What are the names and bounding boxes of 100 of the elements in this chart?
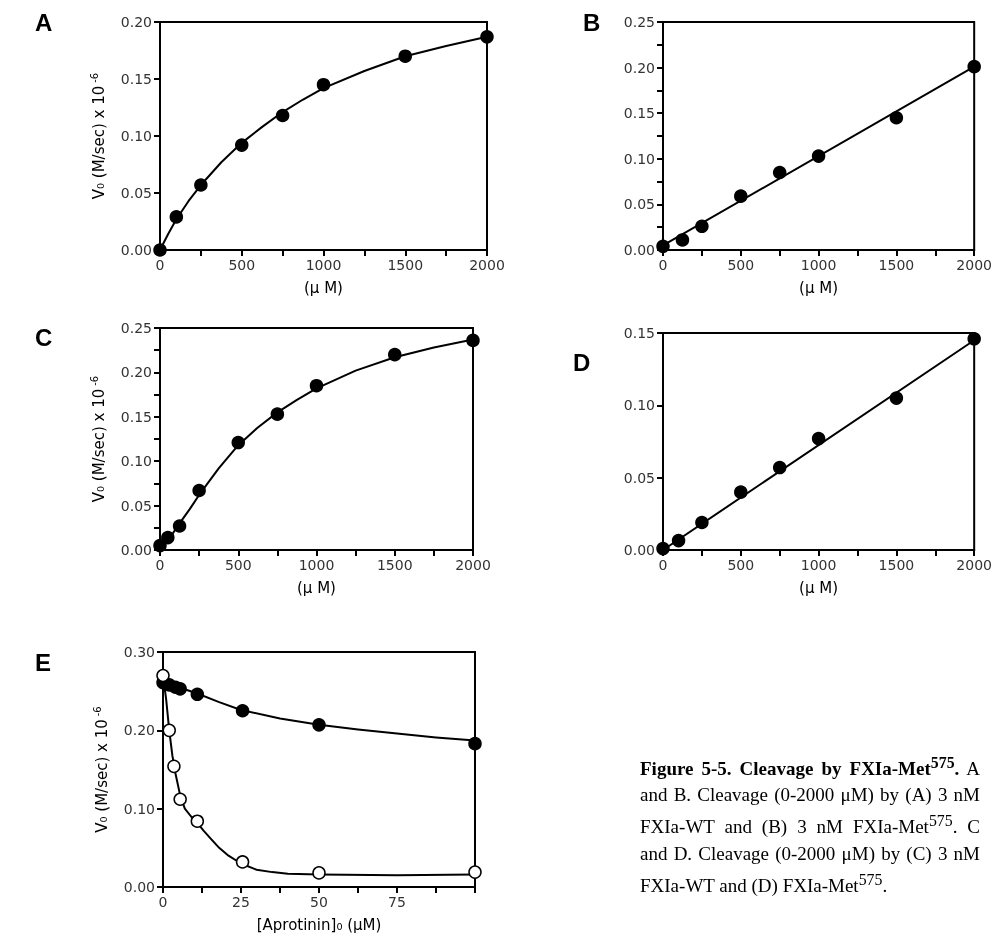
point: [156, 668, 170, 683]
point: [162, 723, 176, 738]
x-axis-title: (μ M): [297, 578, 336, 597]
chart-title: B: [583, 8, 601, 36]
x-axis-title: (μ M): [799, 278, 839, 297]
point: [309, 378, 324, 393]
point: [811, 431, 826, 446]
point: [169, 210, 184, 224]
point: [772, 460, 787, 475]
y-tick-label: 0.00: [623, 242, 655, 258]
point: [172, 519, 187, 533]
x-tick-label: 1500: [376, 557, 413, 573]
x-tick-label: 75: [388, 894, 406, 910]
x-tick-label: 1500: [387, 257, 424, 273]
y-tick-label: 0.10: [623, 397, 655, 414]
chart-title: C: [35, 323, 53, 351]
x-tick-label: 1000: [305, 257, 342, 273]
point: [194, 178, 208, 192]
y-tick-label: 0.00: [120, 542, 152, 558]
x-tick-label: 500: [224, 557, 252, 573]
x-tick-label: 500: [727, 557, 755, 573]
point: [312, 866, 326, 880]
x-tick-label: 0: [158, 894, 168, 910]
point: [235, 704, 250, 718]
x-tick-label: 1000: [298, 557, 335, 573]
point: [275, 108, 290, 123]
y-tick-label: 0.00: [623, 542, 655, 558]
point: [480, 30, 494, 44]
point: [153, 538, 167, 553]
point: [235, 855, 250, 869]
chart-title: A: [35, 8, 53, 36]
x-tick-label: 2000: [469, 257, 505, 273]
point: [811, 149, 826, 163]
point: [231, 435, 245, 450]
y-tick-label: 0.15: [120, 408, 152, 425]
y-tick-label: 0.20: [120, 364, 152, 381]
y-tick-label: 0.05: [120, 497, 152, 514]
point: [734, 189, 748, 203]
point: [270, 407, 285, 421]
point: [772, 165, 787, 180]
x-tick-label: 1000: [800, 257, 837, 273]
point: [967, 59, 981, 74]
point: [695, 515, 709, 530]
x-tick-label: 0: [155, 257, 165, 273]
point: [468, 865, 482, 879]
point: [734, 485, 748, 499]
point: [889, 391, 904, 405]
y-tick-label: 0.10: [120, 453, 152, 470]
y-axis-title: V₀ (M/sec) x 10-6: [88, 375, 108, 503]
y-tick-label: 0.25: [623, 14, 655, 30]
y-axis-title: V₀ (M/sec) x 10-6: [88, 72, 108, 200]
y-tick-label: 0.00: [120, 242, 152, 258]
point: [161, 530, 175, 545]
x-tick-label: 25: [232, 894, 250, 910]
x-axis-title: (μ M): [799, 578, 839, 597]
y-tick-label: 0.10: [623, 150, 655, 167]
point: [312, 718, 326, 732]
y-axis-title: V₀ (M/sec) x 10-6: [91, 706, 111, 833]
point: [316, 77, 331, 92]
y-tick-label: 0.20: [623, 59, 655, 76]
y-tick-label: 0.05: [623, 469, 655, 486]
point: [466, 333, 480, 348]
x-tick-label: 50: [310, 894, 328, 910]
y-tick-label: 0.05: [120, 185, 152, 201]
x-tick-label: 2000: [455, 557, 491, 573]
x-axis-title: (μ M): [304, 278, 343, 297]
point: [671, 533, 686, 548]
point: [173, 792, 187, 807]
y-tick-label: 0.15: [120, 71, 152, 87]
y-tick-label: 0.15: [623, 105, 655, 122]
x-tick-label: 2000: [956, 257, 993, 273]
point: [153, 243, 167, 257]
point: [190, 814, 205, 828]
y-tick-label: 0.10: [123, 800, 155, 817]
y-tick-label: 0.20: [120, 14, 152, 30]
x-tick-label: 500: [727, 257, 755, 273]
x-tick-label: 1000: [800, 557, 837, 573]
y-tick-label: 0.15: [623, 325, 655, 341]
x-tick-label: 1500: [878, 257, 915, 273]
x-tick-label: 0: [658, 557, 668, 573]
point: [235, 138, 249, 152]
x-axis-title: [Aprotinin]₀ (μM): [256, 915, 382, 934]
y-tick-label: 0.20: [123, 722, 155, 739]
point: [388, 347, 402, 362]
x-tick-label: 0: [658, 257, 668, 273]
y-tick-label: 0.30: [123, 644, 155, 660]
point: [192, 483, 206, 498]
point: [468, 736, 482, 751]
x-tick-label: 0: [155, 557, 165, 573]
point: [167, 759, 181, 774]
point: [967, 332, 981, 346]
point: [695, 219, 709, 234]
point: [190, 687, 205, 702]
chart-title: E: [35, 648, 52, 676]
text: Figure 5-5. Cleavage by FXIa-Met$^{575}$.: [640, 754, 960, 780]
x-tick-label: 1500: [878, 557, 915, 573]
y-tick-label: 0.10: [120, 128, 152, 144]
point: [889, 111, 904, 125]
y-tick-label: 0.00: [123, 879, 155, 895]
point: [656, 541, 670, 556]
